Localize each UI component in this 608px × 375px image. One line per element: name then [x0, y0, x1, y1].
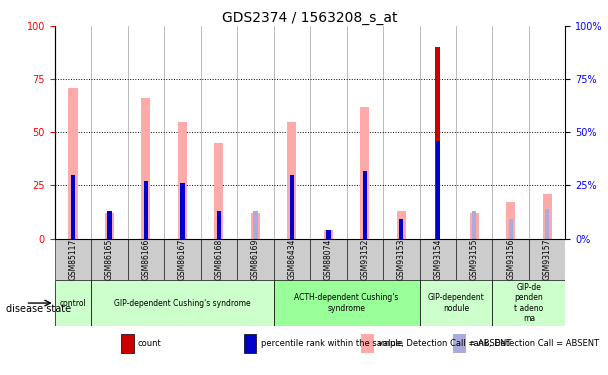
Bar — [274, 238, 310, 280]
Bar — [383, 238, 420, 280]
Text: GSM86165: GSM86165 — [105, 239, 114, 280]
Bar — [529, 238, 565, 280]
Bar — [216, 211, 221, 238]
Text: GIP-dependent Cushing's syndrome: GIP-dependent Cushing's syndrome — [114, 298, 250, 307]
Bar — [506, 202, 515, 238]
Text: GSM86167: GSM86167 — [178, 239, 187, 280]
Bar — [492, 280, 565, 326]
Bar — [91, 280, 274, 326]
Text: GSM93155: GSM93155 — [470, 238, 478, 280]
Bar — [399, 219, 404, 239]
Bar — [141, 99, 150, 238]
Text: GSM93152: GSM93152 — [361, 239, 369, 280]
Bar — [105, 213, 114, 238]
Bar — [121, 334, 134, 353]
Bar — [180, 183, 185, 238]
Text: ACTH-dependent Cushing's
syndrome: ACTH-dependent Cushing's syndrome — [294, 293, 399, 313]
Bar — [453, 334, 466, 353]
Bar — [68, 88, 77, 238]
Bar — [289, 175, 294, 238]
Text: GSM86166: GSM86166 — [142, 239, 150, 280]
Text: GSM93156: GSM93156 — [506, 238, 515, 280]
Text: GIP-de
penden
t adeno
ma: GIP-de penden t adeno ma — [514, 283, 544, 323]
Bar — [55, 238, 91, 280]
Bar — [289, 175, 294, 238]
Text: GIP-dependent
nodule: GIP-dependent nodule — [427, 293, 485, 313]
Bar — [253, 211, 258, 238]
Text: value, Detection Call = ABSENT: value, Detection Call = ABSENT — [378, 339, 511, 348]
Bar — [326, 230, 331, 238]
Bar — [360, 107, 369, 238]
Bar — [216, 211, 221, 238]
Bar — [310, 238, 347, 280]
Bar — [469, 213, 478, 238]
Bar — [472, 211, 477, 238]
Text: GSM93154: GSM93154 — [434, 238, 442, 280]
Bar — [107, 211, 112, 238]
Bar — [214, 143, 224, 238]
Bar — [435, 48, 440, 238]
Bar — [201, 238, 237, 280]
Bar — [164, 238, 201, 280]
Bar — [250, 213, 260, 238]
Bar — [396, 211, 406, 238]
Bar — [492, 238, 529, 280]
Bar — [323, 230, 333, 238]
Bar — [180, 183, 185, 238]
Bar — [128, 238, 164, 280]
Text: disease state: disease state — [6, 304, 71, 314]
Title: GDS2374 / 1563208_s_at: GDS2374 / 1563208_s_at — [223, 11, 398, 25]
Text: rank, Detection Call = ABSENT: rank, Detection Call = ABSENT — [470, 339, 599, 348]
Bar — [420, 238, 456, 280]
Bar — [435, 141, 440, 238]
Text: GSM88074: GSM88074 — [324, 239, 333, 280]
Bar — [362, 171, 367, 238]
Bar — [143, 181, 148, 238]
Bar — [542, 194, 552, 238]
Bar — [420, 280, 492, 326]
Bar — [143, 181, 148, 238]
Text: percentile rank within the sample: percentile rank within the sample — [261, 339, 402, 348]
Bar — [326, 230, 331, 238]
Text: GSM93157: GSM93157 — [543, 238, 551, 280]
Text: GSM85117: GSM85117 — [69, 239, 77, 280]
Bar — [361, 334, 374, 353]
Bar — [107, 211, 112, 238]
Text: GSM86434: GSM86434 — [288, 238, 296, 280]
Text: GSM86168: GSM86168 — [215, 239, 223, 280]
Bar — [287, 122, 296, 238]
Bar — [347, 238, 383, 280]
Text: GSM93153: GSM93153 — [397, 238, 406, 280]
Bar — [237, 238, 274, 280]
Bar — [456, 238, 492, 280]
Bar — [508, 219, 513, 239]
Bar — [55, 280, 91, 326]
Bar — [91, 238, 128, 280]
Bar — [244, 334, 257, 353]
Bar — [71, 175, 75, 238]
Bar — [399, 219, 404, 239]
Text: count: count — [138, 339, 162, 348]
Text: control: control — [60, 298, 86, 307]
Bar — [362, 171, 367, 238]
Bar — [71, 175, 75, 238]
Bar — [274, 280, 420, 326]
Bar — [545, 209, 550, 238]
Text: GSM86169: GSM86169 — [251, 239, 260, 280]
Bar — [178, 122, 187, 238]
